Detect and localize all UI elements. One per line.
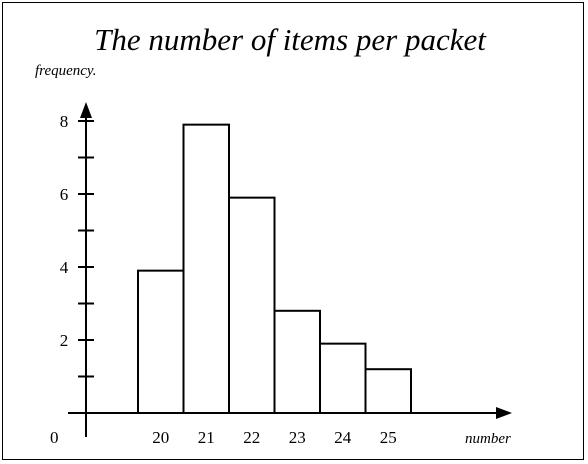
origin-label: 0 (50, 428, 59, 447)
bar-22 (228, 196, 276, 414)
x-tick-label-21: 21 (198, 428, 215, 447)
bar-24 (319, 342, 367, 414)
bars-layer (137, 123, 412, 415)
y-tick-label-4: 4 (60, 258, 69, 277)
chart-title: The number of items per packet (94, 22, 487, 57)
y-tick-label-2: 2 (60, 331, 69, 350)
x-tick-label-23: 23 (289, 428, 306, 447)
bar-21 (182, 123, 230, 415)
x-axis-arrow (496, 407, 512, 419)
y-axis-arrow (80, 102, 92, 118)
x-tick-label-20: 20 (152, 428, 169, 447)
x-tick-label-22: 22 (243, 428, 260, 447)
axes-layer (68, 102, 512, 437)
y-tick-label-6: 6 (60, 185, 69, 204)
x-tick-label-24: 24 (334, 428, 352, 447)
bar-20 (137, 269, 185, 414)
bar-25 (364, 368, 412, 415)
bar-23 (273, 309, 321, 414)
x-tick-label-25: 25 (380, 428, 397, 447)
y-axis-label: frequency. (35, 63, 97, 79)
x-axis-label: number (465, 431, 511, 447)
y-tick-label-8: 8 (60, 112, 69, 131)
